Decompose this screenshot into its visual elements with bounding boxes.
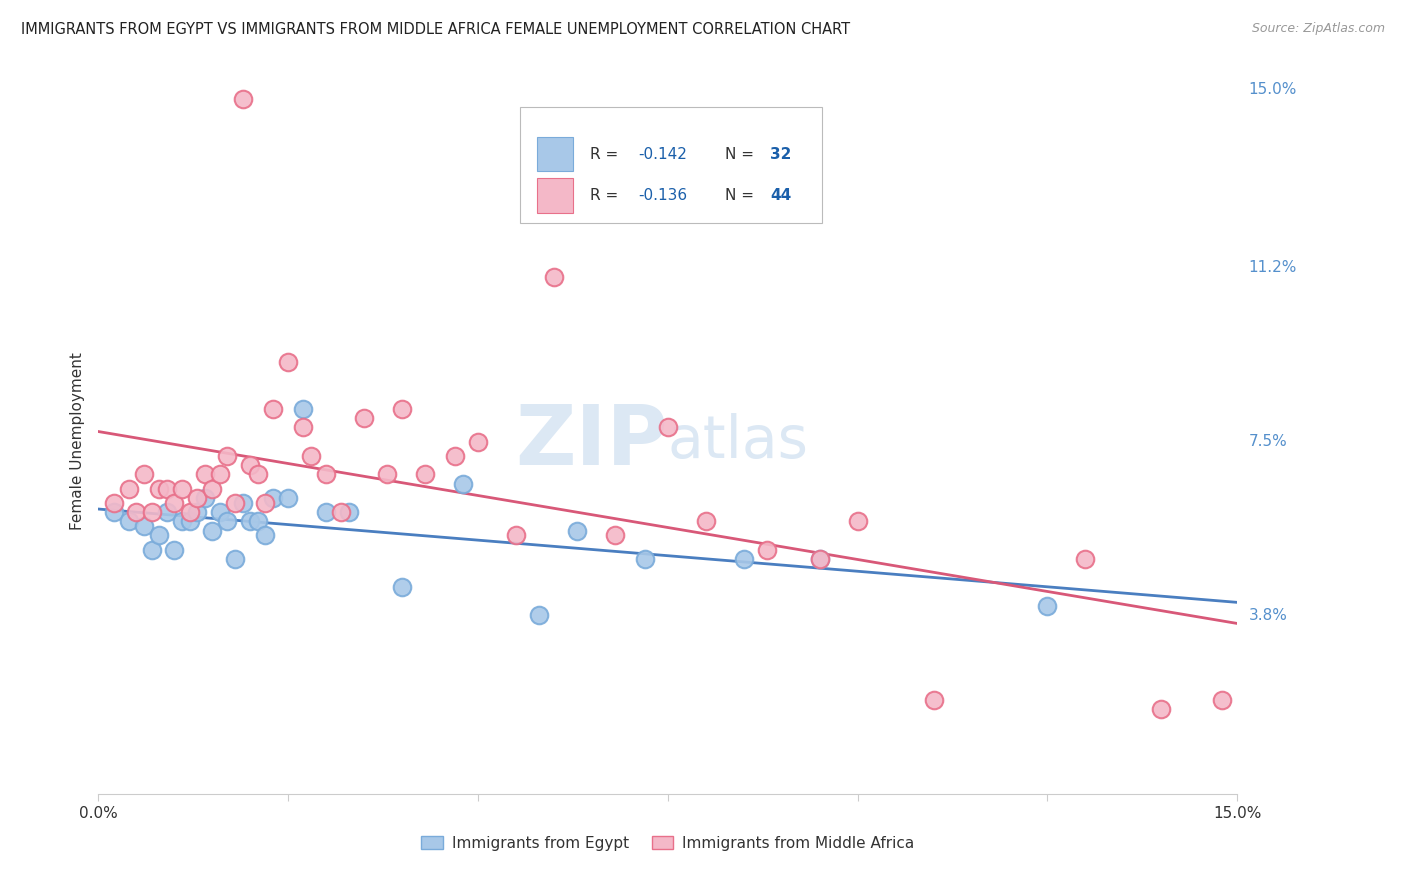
Point xyxy=(922,693,945,707)
Point xyxy=(375,467,398,482)
Bar xyxy=(537,136,574,171)
Text: -0.136: -0.136 xyxy=(638,188,688,203)
Point xyxy=(201,524,224,538)
Point xyxy=(353,411,375,425)
Point xyxy=(254,528,277,542)
Point xyxy=(239,458,262,472)
Point xyxy=(846,515,869,529)
Text: N =: N = xyxy=(725,188,759,203)
Point xyxy=(232,92,254,106)
Point xyxy=(246,515,269,529)
Point xyxy=(103,505,125,519)
Point xyxy=(224,495,246,509)
Point xyxy=(179,515,201,529)
Point xyxy=(208,505,231,519)
Text: 32: 32 xyxy=(770,146,792,161)
Point xyxy=(156,505,179,519)
Point xyxy=(118,482,141,496)
Point xyxy=(315,467,337,482)
Point xyxy=(232,495,254,509)
Point xyxy=(330,505,353,519)
Point xyxy=(118,515,141,529)
Text: N =: N = xyxy=(725,146,759,161)
Point xyxy=(505,528,527,542)
Point xyxy=(634,552,657,566)
Point xyxy=(444,449,467,463)
Point xyxy=(1074,552,1097,566)
Point xyxy=(527,608,550,623)
Point xyxy=(163,495,186,509)
Point xyxy=(1036,599,1059,613)
Point xyxy=(141,505,163,519)
Point xyxy=(262,491,284,505)
FancyBboxPatch shape xyxy=(520,107,821,223)
Bar xyxy=(537,178,574,212)
Point xyxy=(217,449,239,463)
Point xyxy=(132,519,155,533)
Point xyxy=(808,552,831,566)
Point xyxy=(543,270,565,285)
Text: 15.0%: 15.0% xyxy=(1249,82,1296,96)
Text: IMMIGRANTS FROM EGYPT VS IMMIGRANTS FROM MIDDLE AFRICA FEMALE UNEMPLOYMENT CORRE: IMMIGRANTS FROM EGYPT VS IMMIGRANTS FROM… xyxy=(21,22,851,37)
Point xyxy=(125,505,148,519)
Text: atlas: atlas xyxy=(668,413,808,470)
Point xyxy=(208,467,231,482)
Text: 7.5%: 7.5% xyxy=(1249,434,1286,449)
Point xyxy=(292,401,315,416)
Text: 3.8%: 3.8% xyxy=(1249,607,1288,623)
Point xyxy=(337,505,360,519)
Point xyxy=(132,467,155,482)
Point xyxy=(103,495,125,509)
Point xyxy=(657,420,679,434)
Point xyxy=(467,434,489,449)
Point xyxy=(565,524,588,538)
Point xyxy=(262,401,284,416)
Point xyxy=(1211,693,1233,707)
Point xyxy=(299,449,322,463)
Text: R =: R = xyxy=(591,146,623,161)
Point xyxy=(194,467,217,482)
Point xyxy=(391,401,413,416)
Text: R =: R = xyxy=(591,188,623,203)
Point xyxy=(170,515,193,529)
Text: -0.142: -0.142 xyxy=(638,146,688,161)
Point xyxy=(254,495,277,509)
Legend: Immigrants from Egypt, Immigrants from Middle Africa: Immigrants from Egypt, Immigrants from M… xyxy=(415,830,921,856)
Point xyxy=(217,515,239,529)
Point xyxy=(277,354,299,368)
Point xyxy=(315,505,337,519)
Point xyxy=(170,482,193,496)
Point xyxy=(246,467,269,482)
Text: 11.2%: 11.2% xyxy=(1249,260,1296,276)
Text: Source: ZipAtlas.com: Source: ZipAtlas.com xyxy=(1251,22,1385,36)
Point xyxy=(156,482,179,496)
Text: 44: 44 xyxy=(770,188,792,203)
Point xyxy=(194,491,217,505)
Point xyxy=(451,476,474,491)
Point xyxy=(695,515,717,529)
Point xyxy=(148,528,170,542)
Text: ZIP: ZIP xyxy=(516,401,668,482)
Point xyxy=(141,542,163,557)
Point xyxy=(201,482,224,496)
Point xyxy=(186,491,208,505)
Point xyxy=(1150,702,1173,716)
Point xyxy=(733,552,755,566)
Point xyxy=(224,552,246,566)
Point xyxy=(239,515,262,529)
Point xyxy=(163,542,186,557)
Y-axis label: Female Unemployment: Female Unemployment xyxy=(69,352,84,531)
Point xyxy=(755,542,778,557)
Point xyxy=(179,505,201,519)
Point xyxy=(292,420,315,434)
Point xyxy=(148,482,170,496)
Point xyxy=(391,580,413,594)
Point xyxy=(277,491,299,505)
Point xyxy=(186,505,208,519)
Point xyxy=(808,552,831,566)
Point xyxy=(603,528,626,542)
Point xyxy=(413,467,436,482)
